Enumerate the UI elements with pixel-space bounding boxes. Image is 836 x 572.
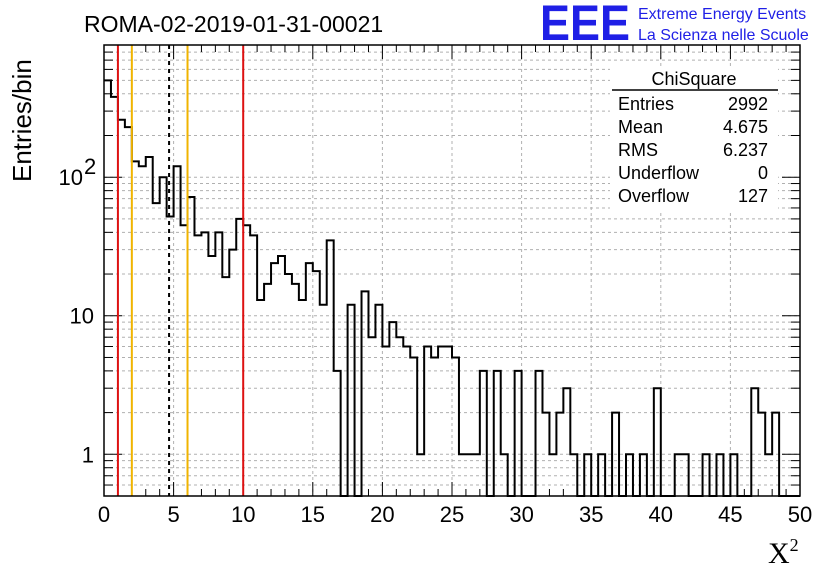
stats-value-overflow: 127 [738, 186, 768, 206]
stats-label-entries: Entries [618, 94, 674, 114]
y-tick-label-exponent: 2 [84, 154, 96, 179]
x-tick-label: 35 [579, 502, 603, 527]
stats-label-rms: RMS [618, 140, 658, 160]
stats-label-overflow: Overflow [618, 186, 690, 206]
x-axis-label: X2 [768, 535, 799, 570]
x-tick-label: 45 [718, 502, 742, 527]
x-tick-label: 40 [649, 502, 673, 527]
stats-value-rms: 6.237 [723, 140, 768, 160]
eee-logo-line2: La Scienza nelle Scuole [638, 27, 809, 44]
x-tick-labels: 0 5 10 15 20 25 30 35 40 45 50 [98, 502, 812, 527]
run-title: ROMA-02-2019-01-31-00021 [84, 11, 383, 37]
stats-box: ChiSquare Entries 2992 Mean 4.675 RMS 6.… [610, 68, 778, 212]
y-axis-label: Entries/bin [7, 59, 37, 182]
x-tick-label: 20 [370, 502, 394, 527]
x-axis-label-base: X [768, 537, 790, 570]
plot-frame [103, 44, 801, 497]
x-tick-label: 5 [167, 502, 179, 527]
x-tick-label: 10 [231, 502, 255, 527]
stats-value-underflow: 0 [758, 163, 768, 183]
stats-label-underflow: Underflow [618, 163, 700, 183]
stats-label-mean: Mean [618, 117, 663, 137]
eee-logo-line1: Extreme Energy Events [638, 6, 806, 23]
x-tick-label: 25 [440, 502, 464, 527]
y-tick-label: 10 [70, 304, 94, 329]
stats-value-entries: 2992 [728, 94, 768, 114]
grid-lines [104, 45, 800, 496]
x-tick-label: 0 [98, 502, 110, 527]
x-tick-label: 30 [509, 502, 533, 527]
marker-lines [116, 45, 245, 496]
x-tick-label: 15 [301, 502, 325, 527]
stats-value-mean: 4.675 [723, 117, 768, 137]
x-axis-label-superscript: 2 [790, 535, 799, 555]
eee-logo: EEE [540, 0, 630, 51]
y-tick-label: 10 [59, 165, 83, 190]
y-tick-label: 1 [82, 442, 94, 467]
stats-box-title: ChiSquare [651, 69, 736, 89]
stats-box-background [610, 68, 778, 212]
x-tick-label: 50 [788, 502, 812, 527]
